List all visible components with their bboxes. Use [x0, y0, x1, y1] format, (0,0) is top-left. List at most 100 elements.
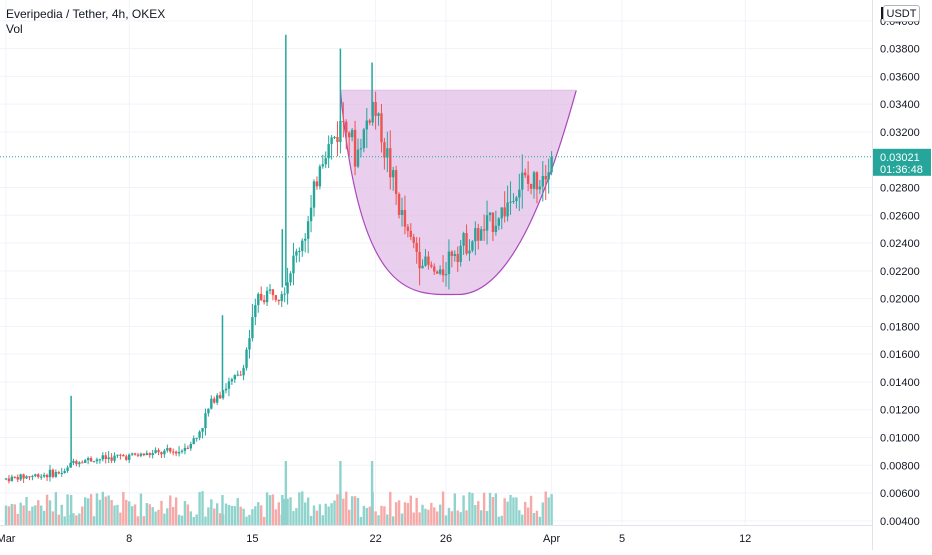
candle-body: [480, 229, 483, 241]
candle-body: [453, 254, 456, 256]
volume-bar: [63, 516, 66, 525]
candle-body: [248, 338, 251, 350]
candle-body: [81, 462, 84, 464]
candle-body: [51, 469, 55, 477]
candle-body: [251, 317, 254, 339]
volume-bar: [248, 514, 251, 525]
volume-bar: [512, 497, 515, 525]
candle-body: [494, 225, 498, 232]
price-tick-label[interactable]: 0.03800: [880, 44, 920, 56]
price-tick-label[interactable]: 0.03400: [880, 99, 920, 111]
candle-body: [380, 113, 383, 143]
volume-bar: [110, 500, 113, 525]
time-tick-label[interactable]: 8: [126, 533, 132, 545]
price-tick-label[interactable]: 0.01400: [880, 377, 920, 389]
volume-bar: [265, 492, 269, 525]
price-axis-ticks[interactable]: 0.040000.038000.036000.034000.032000.028…: [880, 16, 920, 528]
price-tick-label[interactable]: 0.01600: [880, 349, 920, 361]
candle-body: [482, 229, 486, 231]
candle-body: [356, 149, 360, 167]
time-tick-label[interactable]: 26: [440, 533, 452, 545]
time-tick-label[interactable]: 15: [246, 533, 258, 545]
candle-body: [45, 474, 49, 478]
candle-body: [48, 469, 52, 478]
time-tick-label[interactable]: 12: [739, 533, 751, 545]
candle-body: [198, 431, 201, 438]
volume-bar: [42, 510, 46, 525]
symbol-title[interactable]: Everipedia / Tether, 4h, OKEX: [6, 7, 166, 21]
candle-body: [441, 269, 445, 276]
volume-bar: [324, 503, 327, 525]
volume-indicator-label[interactable]: Vol: [6, 22, 23, 36]
price-tick-label[interactable]: 0.00800: [880, 460, 920, 472]
volume-bar: [333, 500, 336, 525]
volume-bar: [309, 515, 313, 525]
volume-bar: [107, 495, 110, 525]
time-tick-label[interactable]: Apr: [543, 533, 560, 545]
candle-body: [301, 240, 304, 251]
candle-body: [13, 476, 16, 478]
candle-body: [189, 443, 192, 449]
candle-body: [92, 461, 96, 463]
volume-bar: [75, 515, 78, 525]
time-tick-label[interactable]: 22: [369, 533, 381, 545]
cup-curve[interactable]: [339, 90, 577, 296]
candle-body: [386, 148, 389, 158]
price-tick-label[interactable]: 0.00600: [880, 488, 920, 500]
volume-bar: [81, 506, 84, 525]
cup-pattern-drawing[interactable]: [339, 89, 577, 296]
volume-bar: [526, 507, 530, 525]
volume-bar: [436, 511, 439, 525]
volume-bar: [403, 502, 407, 525]
volume-bar: [142, 516, 146, 525]
time-tick-label[interactable]: Mar: [0, 533, 16, 545]
price-tick-label[interactable]: 0.01800: [880, 321, 920, 333]
candle-body: [462, 233, 465, 246]
volume-bar: [521, 514, 524, 525]
volume-bars: [4, 461, 553, 525]
candle-body: [450, 251, 454, 256]
price-tick-label[interactable]: 0.03200: [880, 127, 920, 139]
volume-bar: [465, 510, 468, 525]
candle-body: [160, 452, 163, 455]
candle-body: [4, 478, 8, 480]
time-tick-label[interactable]: 5: [619, 533, 625, 545]
candle-body: [236, 374, 239, 376]
volume-bar: [169, 495, 172, 525]
price-tick-label[interactable]: 0.02600: [880, 210, 920, 222]
volume-bar: [48, 500, 52, 525]
volume-bar: [304, 502, 307, 525]
cup-fill[interactable]: [340, 90, 577, 295]
candle-body: [142, 453, 146, 456]
candle-body: [274, 295, 278, 300]
candle-body: [468, 250, 471, 254]
volume-bar: [468, 492, 471, 525]
price-tick-label[interactable]: 0.02200: [880, 266, 920, 278]
volume-bar: [136, 516, 140, 525]
price-tick-label[interactable]: 0.02400: [880, 238, 920, 250]
currency-button[interactable]: USDT: [883, 5, 920, 22]
volume-bar: [462, 495, 465, 525]
candle-body: [459, 245, 462, 262]
candle-body: [245, 349, 248, 368]
price-tick-label[interactable]: 0.02800: [880, 183, 920, 195]
volume-bar: [262, 516, 266, 525]
time-axis-ticks[interactable]: Mar 8 15 22 26 Apr 5 12: [0, 533, 751, 545]
price-tick-label[interactable]: 0.01200: [880, 405, 920, 417]
price-tick-label[interactable]: 0.02000: [880, 294, 920, 306]
candle-body: [436, 271, 439, 274]
candlesticks: [4, 34, 553, 484]
candle-body: [192, 438, 195, 444]
volume-bar: [450, 511, 454, 525]
price-tick-label[interactable]: 0.01000: [880, 433, 920, 445]
candle-body: [515, 197, 518, 202]
candle-body: [430, 264, 433, 267]
candle-body: [28, 476, 31, 478]
price-tick-label[interactable]: 0.00400: [880, 516, 920, 528]
candle-body: [66, 467, 69, 471]
price-tick-label[interactable]: 0.03600: [880, 71, 920, 83]
candle-body: [201, 428, 204, 432]
volume-bar: [227, 504, 231, 525]
volume-bar: [139, 493, 143, 525]
